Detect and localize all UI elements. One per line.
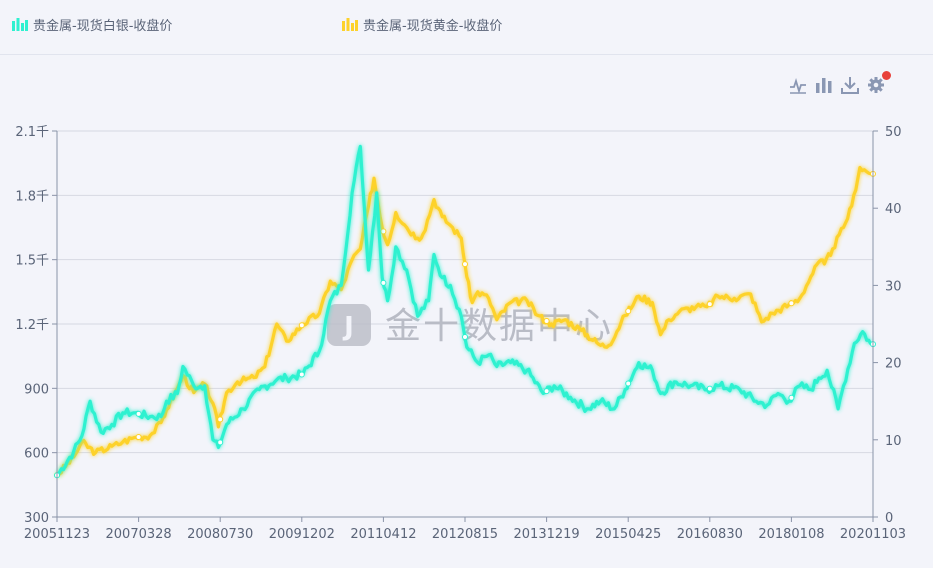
- series-point: [788, 394, 795, 401]
- y-left-tick-label: 1.5千: [15, 254, 49, 269]
- series-point: [788, 300, 795, 307]
- y-left-tick-label: 1.8千: [15, 189, 49, 204]
- y-left-tick-label: 1.2千: [15, 318, 49, 333]
- gear-icon[interactable]: [867, 71, 891, 94]
- x-tick-label: 20051123: [24, 527, 90, 542]
- y-right-tick-label: 20: [885, 357, 902, 372]
- series-layer: [54, 144, 876, 479]
- series-point: [217, 416, 224, 423]
- x-tick-label: 20180108: [758, 527, 824, 542]
- x-tick-label: 20150425: [595, 527, 661, 542]
- svg-text:J: J: [342, 312, 354, 342]
- legend-label-gold: 贵金属-现货黄金-收盘价: [363, 19, 503, 34]
- x-tick-label: 20131219: [514, 527, 580, 542]
- series-point: [625, 380, 632, 387]
- legend-item-silver[interactable]: 贵金属-现货白银-收盘价: [12, 15, 172, 34]
- y-right-tick-label: 40: [885, 202, 902, 217]
- legend-label-silver: 贵金属-现货白银-收盘价: [33, 19, 173, 34]
- axes: 300 600 900 1.2千 1.5千 1.8千 2.1千 0 10 20 30 40 50 2005…: [15, 125, 906, 542]
- series-point: [462, 333, 468, 340]
- legend-item-gold[interactable]: 贵金属-现货黄金-收盘价: [342, 15, 502, 34]
- series-point: [625, 308, 632, 315]
- x-tick-label: 20080730: [187, 527, 253, 542]
- y-left-tick-label: 600: [24, 447, 49, 462]
- line-icon[interactable]: [789, 76, 807, 94]
- y-right-tick-label: 30: [885, 279, 902, 294]
- x-tick-label: 20160830: [677, 527, 743, 542]
- series-point: [135, 434, 142, 441]
- x-tick-label: 20070328: [106, 527, 172, 542]
- bar-legend-icon: [12, 18, 28, 31]
- bar-legend-icon: [342, 18, 358, 31]
- series-line-gold: [56, 165, 872, 477]
- x-tick-label: 20091202: [269, 527, 335, 542]
- download-icon[interactable]: [841, 76, 859, 94]
- x-tick-label: 20120815: [432, 527, 498, 542]
- y-left-tick-label: 2.1千: [15, 125, 49, 140]
- series-point: [706, 301, 713, 308]
- y-right-tick-label: 10: [885, 434, 902, 449]
- y-left-tick-label: 900: [24, 382, 49, 397]
- series-point: [217, 439, 224, 446]
- legend-bar: 贵金属-现货白银-收盘价 贵金属-现货黄金-收盘价: [0, 0, 933, 55]
- grid-lines: [57, 130, 873, 454]
- series-point: [543, 317, 550, 324]
- series-point: [380, 228, 387, 235]
- series-point: [462, 261, 468, 268]
- series-point: [298, 371, 305, 378]
- bar-icon[interactable]: [815, 76, 833, 94]
- series-point: [135, 410, 142, 417]
- y-right-tick-label: 50: [885, 125, 902, 140]
- y-left-tick-label: 300: [24, 511, 49, 526]
- series-point: [543, 388, 550, 395]
- series-point: [298, 322, 305, 329]
- series-point: [380, 279, 387, 286]
- x-tick-label: 20110412: [350, 527, 416, 542]
- y-right-tick-label: 0: [885, 511, 893, 526]
- x-tick-label: 20201103: [840, 527, 906, 542]
- toolbox: [789, 71, 893, 94]
- series-point: [706, 385, 713, 392]
- notification-badge: [882, 71, 891, 80]
